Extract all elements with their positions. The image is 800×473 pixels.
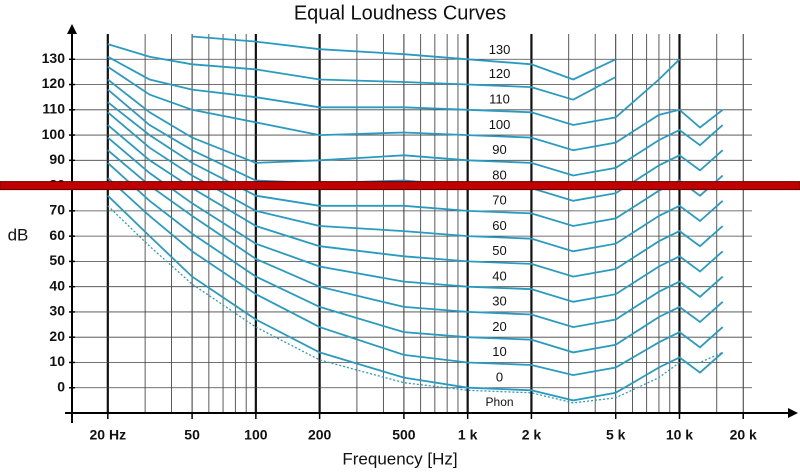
curve-label-bg <box>484 219 515 234</box>
y-tick-label: 70 <box>49 202 65 218</box>
y-tick-label: 10 <box>49 353 65 369</box>
curve-label-bg <box>484 118 515 133</box>
x-tick-label: 5 k <box>606 427 626 443</box>
curve-label: 60 <box>492 218 506 233</box>
loudness-curve <box>107 43 617 101</box>
curve-label: 10 <box>492 344 506 359</box>
y-tick-label: 60 <box>49 227 65 243</box>
loudness-curve <box>107 195 724 402</box>
curve-label-bg <box>484 320 515 335</box>
curve-label-bg <box>484 244 515 259</box>
y-tick-label: 30 <box>49 303 65 319</box>
x-tick-label: 200 <box>308 427 332 443</box>
curve-label: 130 <box>489 42 511 57</box>
x-tick-label: 1 k <box>458 427 478 443</box>
loudness-curve <box>192 35 617 81</box>
curve-label: 80 <box>492 167 506 182</box>
y-axis-arrow <box>67 24 77 34</box>
y-tick-label: 110 <box>42 101 65 117</box>
unit-label-bg <box>480 395 519 410</box>
x-tick-label: 10 k <box>666 427 693 443</box>
x-tick-label: 500 <box>392 427 416 443</box>
unit-label: Phon <box>486 395 514 409</box>
curve-label: 30 <box>492 294 506 309</box>
curve-label-bg <box>484 168 515 183</box>
loudness-curve <box>107 177 724 377</box>
curve-label-bg <box>484 345 515 360</box>
curve-label: 20 <box>492 319 506 334</box>
curve-label-bg <box>484 67 515 82</box>
reference-line <box>0 181 800 191</box>
x-tick-label: 50 <box>184 427 200 443</box>
curve-label: 70 <box>492 193 506 208</box>
x-tick-label: 20 Hz <box>90 427 127 443</box>
curve-label: 0 <box>496 369 503 384</box>
threshold-curve <box>107 205 723 404</box>
x-tick-label: 2 k <box>522 427 542 443</box>
curve-label-bg <box>484 370 515 385</box>
curve-label: 90 <box>492 142 506 157</box>
loudness-curve <box>107 162 724 354</box>
loudness-curve <box>107 149 724 329</box>
chart-title: Equal Loudness Curves <box>294 2 506 24</box>
x-axis-arrow <box>788 408 798 418</box>
loudness-curve <box>107 124 724 278</box>
curve-label-bg <box>484 269 515 284</box>
x-tick-label: 100 <box>244 427 268 443</box>
loudness-curve <box>107 78 724 177</box>
curve-label-bg <box>484 295 515 310</box>
x-tick-label: 20 k <box>730 427 757 443</box>
curve-label-bg <box>484 194 515 209</box>
x-axis-label: Frequency [Hz] <box>342 449 457 468</box>
loudness-curve <box>107 55 681 126</box>
curve-label: 40 <box>492 268 506 283</box>
y-tick-label: 120 <box>42 75 66 91</box>
curve-label: 100 <box>489 117 511 132</box>
y-axis-label: dB <box>8 225 29 244</box>
y-tick-label: 100 <box>42 126 66 142</box>
curve-label: 120 <box>489 66 511 81</box>
y-tick-label: 40 <box>49 277 65 293</box>
curve-label-bg <box>484 143 515 158</box>
curve-label-bg <box>484 93 515 108</box>
y-tick-label: 90 <box>49 151 65 167</box>
y-tick-label: 20 <box>49 328 65 344</box>
curve-label-bg <box>484 43 515 58</box>
curve-label: 110 <box>489 92 510 107</box>
y-tick-label: 130 <box>42 50 66 66</box>
curve-label: 50 <box>492 243 506 258</box>
loudness-curve <box>107 66 724 152</box>
y-tick-label: 0 <box>57 378 65 394</box>
loudness-curve <box>107 136 724 303</box>
y-tick-label: 50 <box>49 252 65 268</box>
